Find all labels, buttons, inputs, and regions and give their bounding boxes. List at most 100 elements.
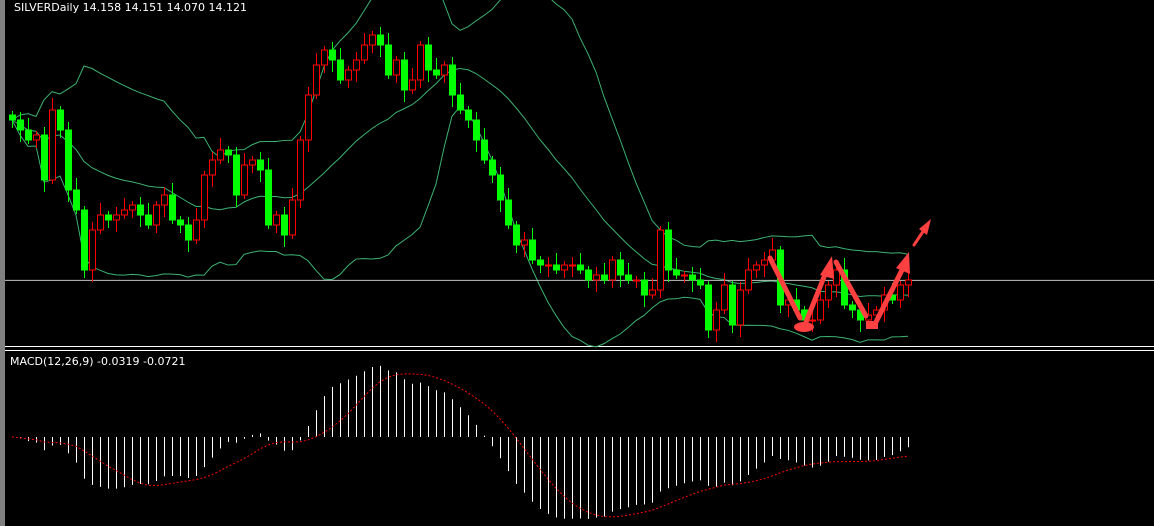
candle-body <box>161 194 168 206</box>
candle-body <box>105 214 112 221</box>
candle-body <box>121 209 128 216</box>
candle <box>169 183 176 224</box>
candle <box>129 201 136 218</box>
bottom-marker-2 <box>866 321 878 329</box>
candle <box>281 207 288 247</box>
candle-body <box>617 259 624 276</box>
candle-body <box>329 49 336 61</box>
candle <box>425 37 432 82</box>
candle <box>161 187 168 217</box>
candle <box>473 112 480 152</box>
candle <box>233 147 240 207</box>
candle <box>361 33 368 64</box>
candle-body <box>497 174 504 201</box>
candle <box>81 206 88 278</box>
candle-body <box>193 219 200 241</box>
macd-label: MACD(12,26,9) -0.0319 -0.0721 <box>10 355 186 368</box>
candle-body <box>817 299 824 321</box>
candle-body <box>417 44 424 81</box>
candle <box>385 33 392 79</box>
candle <box>401 52 408 102</box>
candle-body <box>73 189 80 211</box>
candle <box>33 131 40 148</box>
candle-body <box>209 159 216 176</box>
candle <box>25 118 32 144</box>
candle-body <box>489 159 496 176</box>
candle <box>297 136 304 208</box>
candle <box>569 257 576 277</box>
candle <box>9 111 16 128</box>
candle-body <box>145 214 152 226</box>
candle-body <box>377 34 384 46</box>
candle-body <box>513 224 520 246</box>
candle-body <box>257 159 264 171</box>
candle <box>609 256 616 288</box>
candle-body <box>361 44 368 61</box>
candle <box>849 301 856 318</box>
candle-body <box>433 69 440 76</box>
candle <box>121 198 128 219</box>
candle-body <box>825 284 832 301</box>
candle <box>145 203 152 229</box>
candle-body <box>49 109 56 181</box>
candle <box>409 68 416 94</box>
candle-body <box>113 214 120 221</box>
candle-body <box>33 134 40 141</box>
candle <box>713 302 720 342</box>
candle <box>433 58 440 79</box>
candle-body <box>225 149 232 156</box>
candle <box>305 87 312 152</box>
candle <box>825 281 832 308</box>
bottom-marker-1 <box>794 322 814 332</box>
arrow-up-2 <box>873 267 905 325</box>
candle <box>689 267 696 292</box>
candle <box>561 261 568 278</box>
candle-body <box>457 94 464 111</box>
candle <box>289 188 296 239</box>
candle <box>585 266 592 288</box>
candle <box>817 288 824 324</box>
candle <box>449 57 456 107</box>
candle <box>57 106 64 138</box>
candle <box>137 197 144 227</box>
candle <box>897 281 904 308</box>
candle-body <box>345 69 352 81</box>
candle-body <box>505 199 512 226</box>
candle-body <box>625 274 632 281</box>
candle-body <box>537 259 544 266</box>
candle <box>457 83 464 114</box>
candle-body <box>153 204 160 226</box>
candle-body <box>233 154 240 196</box>
candle-body <box>761 259 768 266</box>
candle-body <box>657 229 664 291</box>
candle <box>193 208 200 244</box>
candle-body <box>25 129 32 141</box>
candle <box>329 42 336 72</box>
candle-body <box>401 59 408 91</box>
candle-body <box>753 264 760 271</box>
candle-body <box>809 319 816 322</box>
candle-body <box>129 204 136 211</box>
candle-body <box>545 264 552 267</box>
candle <box>17 112 24 142</box>
candle-body <box>249 159 256 166</box>
candle <box>113 207 120 232</box>
candle-body <box>681 274 688 277</box>
candle <box>209 152 216 187</box>
candle-body <box>673 269 680 276</box>
candle-body <box>633 279 640 282</box>
candle <box>481 128 488 164</box>
candle <box>73 178 80 214</box>
candle-body <box>649 289 656 296</box>
candle <box>313 53 320 99</box>
candle-body <box>217 149 224 161</box>
macd-signal-line <box>11 373 909 518</box>
candle <box>633 276 640 288</box>
candle-body <box>385 44 392 76</box>
candle-body <box>9 114 16 121</box>
candle-body <box>57 109 64 131</box>
candle-body <box>241 164 248 196</box>
candle <box>641 272 648 307</box>
